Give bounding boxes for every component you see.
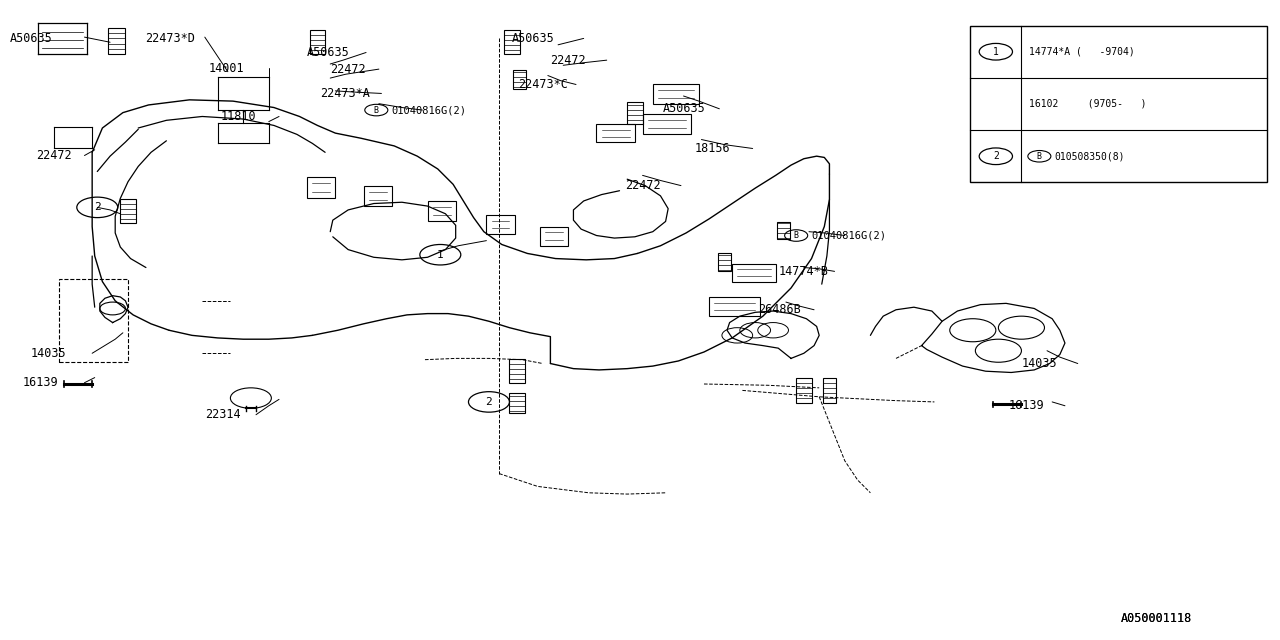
- Text: 14035: 14035: [31, 347, 67, 360]
- Text: 010508350(8): 010508350(8): [1055, 151, 1125, 161]
- Text: 14001: 14001: [209, 62, 244, 75]
- Text: 16139: 16139: [23, 376, 59, 389]
- Text: 22472: 22472: [330, 63, 366, 76]
- Bar: [509, 359, 525, 383]
- Bar: [310, 30, 325, 54]
- Text: 22314: 22314: [205, 408, 241, 421]
- Bar: [486, 215, 515, 234]
- Bar: [627, 102, 643, 124]
- Bar: [796, 378, 812, 403]
- Text: 11810: 11810: [220, 110, 256, 123]
- Text: 22472: 22472: [550, 54, 586, 67]
- Bar: [108, 28, 125, 54]
- Text: 01040816G(2): 01040816G(2): [392, 105, 467, 115]
- Text: 16102     (9705-   ): 16102 (9705- ): [1029, 99, 1147, 109]
- Bar: [307, 177, 335, 198]
- Text: 22472: 22472: [36, 149, 72, 162]
- Text: B: B: [1037, 152, 1042, 161]
- Bar: [513, 70, 526, 89]
- Bar: [732, 264, 776, 282]
- Bar: [777, 222, 790, 239]
- Text: 16139: 16139: [1009, 399, 1044, 412]
- Text: 22472: 22472: [625, 179, 660, 192]
- Bar: [120, 199, 136, 223]
- Text: 14774*B: 14774*B: [778, 265, 828, 278]
- Text: A50635: A50635: [512, 32, 554, 45]
- Text: A050001118: A050001118: [1121, 612, 1193, 625]
- Text: 1: 1: [993, 47, 998, 57]
- Text: 01040816G(2): 01040816G(2): [812, 230, 887, 241]
- Bar: [643, 114, 691, 134]
- Bar: [540, 227, 568, 246]
- Bar: [653, 84, 699, 104]
- Bar: [596, 124, 635, 142]
- Bar: [59, 279, 128, 362]
- Bar: [823, 378, 836, 403]
- Bar: [504, 30, 520, 54]
- Text: 14035: 14035: [1021, 357, 1057, 370]
- Text: A50635: A50635: [10, 32, 52, 45]
- Bar: [718, 253, 731, 271]
- Text: 18156: 18156: [695, 142, 731, 155]
- Bar: [364, 186, 392, 206]
- Text: 2: 2: [993, 151, 998, 161]
- Text: B: B: [374, 106, 379, 115]
- Text: B: B: [794, 231, 799, 240]
- Text: 1: 1: [436, 250, 444, 260]
- Bar: [509, 393, 525, 413]
- Text: 2: 2: [93, 202, 101, 212]
- Text: A50635: A50635: [307, 46, 349, 59]
- Text: 22473*C: 22473*C: [518, 78, 568, 91]
- Text: 26486B: 26486B: [758, 303, 800, 316]
- Text: A050001118: A050001118: [1121, 612, 1193, 625]
- Text: 22473*A: 22473*A: [320, 87, 370, 100]
- Text: 2: 2: [485, 397, 493, 407]
- Bar: [970, 26, 1267, 182]
- Text: 22473*D: 22473*D: [145, 32, 195, 45]
- Bar: [709, 297, 760, 316]
- Text: A50635: A50635: [663, 102, 705, 115]
- Text: 14774*A (   -9704): 14774*A ( -9704): [1029, 47, 1135, 57]
- Bar: [428, 201, 456, 221]
